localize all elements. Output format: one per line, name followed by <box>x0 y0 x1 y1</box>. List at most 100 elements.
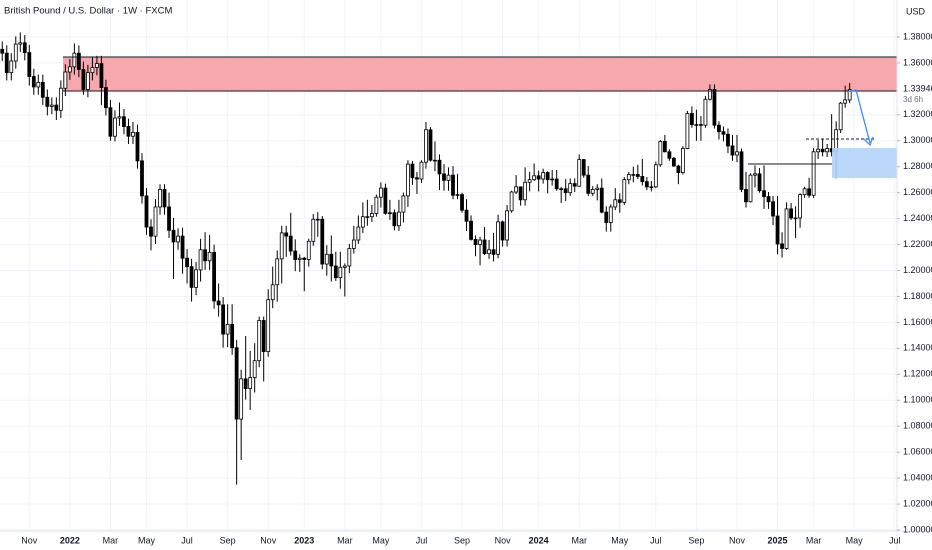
y-tick-label: 1.00000 <box>903 524 932 534</box>
y-tick-label: 1.26000 <box>903 187 932 197</box>
candle-body <box>261 320 266 353</box>
x-tick-label: May <box>846 535 864 545</box>
candle-body <box>460 194 464 211</box>
x-tick-label: Nov <box>21 535 38 545</box>
candle-body <box>793 217 798 220</box>
candle-body <box>113 117 117 137</box>
candle-body <box>626 174 631 181</box>
candle-body <box>239 378 244 420</box>
y-tick-label: 1.28000 <box>903 161 932 171</box>
candle-body <box>63 71 68 89</box>
candle-body <box>563 188 568 194</box>
candle-body <box>676 165 681 173</box>
candle-body <box>509 191 514 212</box>
candle-body <box>266 299 271 353</box>
y-tick-label: 1.08000 <box>903 421 932 431</box>
candle-body <box>726 133 730 147</box>
candle-body <box>45 96 50 107</box>
x-tick-label: Nov <box>260 535 277 545</box>
candle-body <box>180 235 185 259</box>
candle-body <box>131 131 135 137</box>
candle-body <box>699 124 703 126</box>
x-tick-label: 2024 <box>529 535 549 545</box>
candle-body <box>369 213 374 218</box>
candle-body <box>473 238 478 245</box>
currency-label: USD <box>906 6 926 16</box>
candle-body <box>99 63 104 88</box>
candle-body <box>703 98 708 126</box>
grid <box>0 0 897 531</box>
candle-body <box>491 249 496 255</box>
candle-body <box>72 52 77 68</box>
candle-body <box>766 196 771 203</box>
candle-body <box>13 43 18 62</box>
candle-body <box>762 190 766 197</box>
candle-body <box>820 148 825 153</box>
y-tick-label: 1.22000 <box>903 239 932 249</box>
y-tick-label: 1.30000 <box>903 135 932 145</box>
candle-body <box>825 148 830 153</box>
candle-body <box>622 179 627 203</box>
y-tick-label: 1.36000 <box>903 57 932 67</box>
candle-body <box>581 159 586 176</box>
candle-body <box>207 251 212 262</box>
y-tick-label: 1.10000 <box>903 395 932 405</box>
candle-body <box>76 52 81 70</box>
candle-body <box>0 48 5 54</box>
x-tick-label: Sep <box>454 535 470 545</box>
candle-body <box>744 189 748 203</box>
candle-body <box>708 89 712 100</box>
candle-body <box>49 104 54 107</box>
candle-body <box>388 212 392 214</box>
y-tick-label: 1.18000 <box>903 291 932 301</box>
candle-body <box>586 174 591 194</box>
candle-body <box>171 229 176 243</box>
candle-body <box>572 183 577 187</box>
candle-body <box>518 186 523 201</box>
candle-body <box>40 81 45 98</box>
candle-body <box>140 160 144 197</box>
last-price: 1.33946 <box>903 83 932 93</box>
candle-body <box>31 76 36 88</box>
x-tick-label: Sep <box>688 535 704 545</box>
candle-body <box>735 151 739 156</box>
candle-body <box>608 206 613 223</box>
candle-body <box>104 87 108 109</box>
candle-body <box>424 129 428 163</box>
x-tick-label: 2022 <box>60 535 80 545</box>
x-tick-label: Nov <box>729 535 746 545</box>
candle-body <box>108 107 113 137</box>
candle-body <box>293 250 298 260</box>
y-tick-label: 1.02000 <box>903 498 932 508</box>
candle-body <box>730 145 735 156</box>
candle-body <box>838 102 843 131</box>
x-tick-label: 2023 <box>294 535 314 545</box>
candle-body <box>604 211 609 223</box>
candle-body <box>333 265 338 279</box>
candle-body <box>739 151 744 190</box>
candle-body <box>297 257 302 260</box>
candle-body <box>167 206 171 231</box>
candle-body <box>662 141 667 153</box>
candle-body <box>771 201 775 217</box>
candle-body <box>550 178 555 181</box>
candle-body <box>374 196 379 214</box>
candle-body <box>712 89 717 126</box>
candle-body <box>81 69 86 90</box>
candle-body <box>649 186 654 189</box>
candle-body <box>798 194 802 219</box>
y-tick-label: 1.38000 <box>903 31 932 41</box>
candle-body <box>811 151 816 196</box>
candle-body <box>775 215 780 245</box>
candle-body <box>22 42 27 53</box>
candle-body <box>311 218 316 242</box>
candle-body <box>54 104 59 111</box>
candle-body <box>149 226 153 237</box>
candle-body <box>185 257 189 268</box>
candle-body <box>212 251 217 302</box>
candle-body <box>126 126 131 137</box>
candle-body <box>784 208 789 249</box>
candle-body <box>342 265 347 268</box>
y-tick-label: 1.06000 <box>903 447 932 457</box>
